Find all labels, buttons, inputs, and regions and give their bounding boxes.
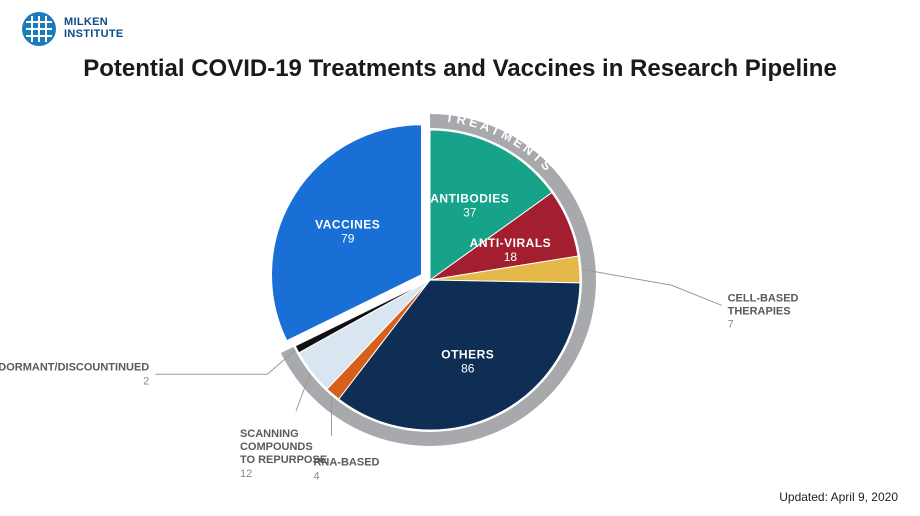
ext-value-dormant: 2 (143, 375, 149, 387)
ext-label-cellbased-0: CELL-BASED (728, 292, 799, 304)
ext-value-scanning: 12 (240, 468, 252, 480)
ext-label-scanning-2: TO REPURPOSE (240, 454, 327, 466)
slice-value-vaccines: 79 (341, 232, 355, 246)
ext-label-cellbased-1: THERAPIES (728, 305, 791, 317)
slice-value-antibodies: 37 (463, 206, 477, 220)
ext-label-scanning-0: SCANNING (240, 428, 299, 440)
slice-label-antibodies: ANTIBODIES (430, 192, 509, 206)
ext-value-cellbased: 7 (728, 318, 734, 330)
brand-line2: INSTITUTE (64, 29, 124, 41)
slice-label-others: OTHERS (441, 347, 494, 361)
milken-logo-icon (22, 12, 56, 46)
slice-label-antivirals: ANTI-VIRALS (470, 236, 552, 250)
updated-text: Updated: April 9, 2020 (779, 490, 898, 504)
brand-text: MILKEN INSTITUTE (64, 17, 124, 40)
brand-logo: MILKEN INSTITUTE (22, 12, 124, 46)
slice-label-vaccines: VACCINES (315, 218, 380, 232)
slice-value-antivirals: 18 (504, 250, 518, 264)
leader-dormant (155, 350, 295, 374)
ext-value-rna: 4 (313, 471, 319, 483)
pie-chart: TREATMENTSANTIBODIES37ANTI-VIRALS18CELL-… (0, 105, 920, 516)
chart-title: Potential COVID-19 Treatments and Vaccin… (0, 55, 920, 83)
ext-label-scanning-1: COMPOUNDS (240, 441, 313, 453)
ext-label-dormant-0: DORMANT/DISCOUNTINUED (0, 361, 149, 373)
slice-value-others: 86 (461, 361, 475, 375)
leader-cellbased (582, 269, 722, 305)
